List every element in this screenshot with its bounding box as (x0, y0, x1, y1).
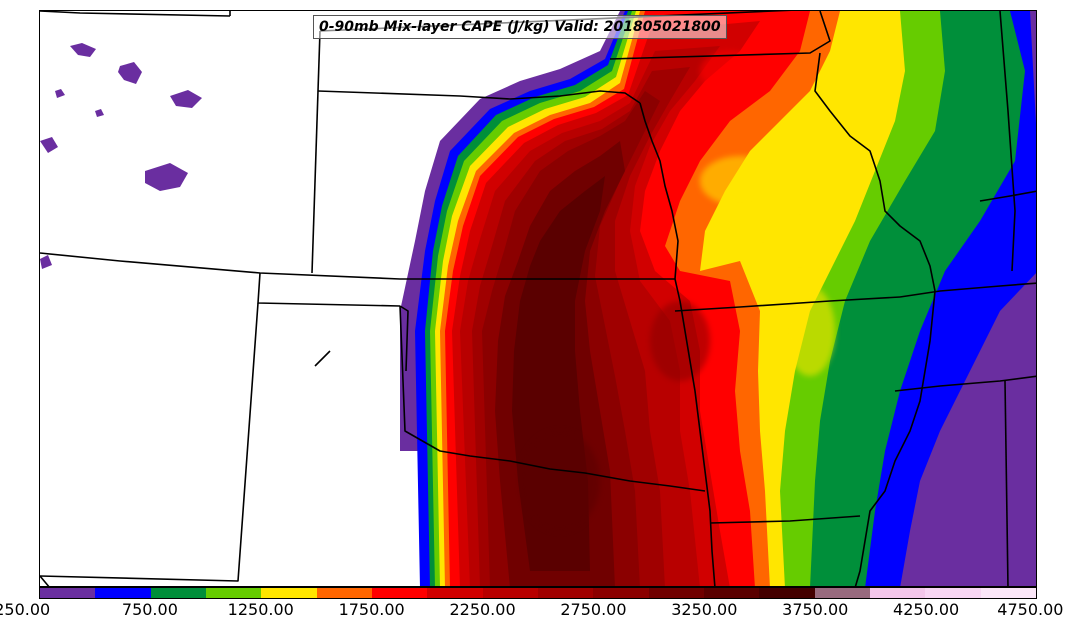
colorbar-swatch (648, 588, 704, 598)
boundary-sd-ne (317, 90, 641, 104)
boundary-ks-ok (399, 305, 706, 492)
boundary-il-in (999, 11, 1016, 272)
boundary-nm-tx (40, 575, 50, 586)
map-title: 0-90mb Mix-layer CAPE (J/kg) Valid: 2018… (313, 15, 727, 39)
colorbar-swatch (40, 588, 96, 598)
lake-glyph (314, 350, 331, 367)
colorbar-swatch (95, 588, 151, 598)
colorbar-tick-label: 4250.00 (893, 600, 960, 619)
boundary-iowa-mn (609, 11, 831, 60)
colorbar-swatch (703, 588, 760, 598)
boundary-mississippi (814, 52, 936, 586)
colorbar-swatch (869, 588, 926, 598)
cape-shaded-field (40, 11, 1036, 586)
colorbar-tick-label: 1250.00 (227, 600, 294, 619)
boundary-mo-ks (674, 296, 901, 312)
boundary-montana-wyoming (40, 11, 231, 17)
colorbar-swatch (482, 588, 538, 598)
boundary-ut-co (40, 302, 259, 582)
colorbar-tick-label: 3750.00 (782, 600, 849, 619)
boundary-sd-west (317, 30, 321, 92)
colorbar-swatch (371, 588, 428, 598)
cape-texture (520, 51, 835, 531)
boundary-ky-tn (979, 190, 1036, 202)
cape-patches-northwest (40, 43, 202, 269)
boundary-mo-ar (709, 515, 861, 524)
cape-map (40, 11, 1036, 586)
colorbar-swatch (205, 588, 262, 598)
colorbar-swatch (427, 588, 483, 598)
colorbar-swatch (150, 588, 206, 598)
colorbar-tick-label: 4750.00 (997, 600, 1064, 619)
colorbar-swatch (316, 588, 372, 598)
colorbar-swatch (593, 588, 649, 598)
state-boundaries (40, 11, 1036, 586)
colorbar-swatch (980, 588, 1036, 598)
colorbar-swatch (925, 588, 981, 598)
colorbar-tick-label: 1750.00 (338, 600, 405, 619)
map-plot-area (39, 10, 1037, 587)
boundary-missouri-river (639, 102, 679, 280)
colorbar (39, 587, 1037, 599)
colorbar-tick-label: 2750.00 (560, 600, 627, 619)
boundary-ar-east (899, 282, 1036, 298)
colorbar-tick-label: 3250.00 (671, 600, 738, 619)
boundary-wyoming-nebraska (311, 90, 319, 274)
boundary-al-ms (1004, 380, 1009, 586)
colorbar-tick-label: 250.00 (0, 600, 51, 619)
colorbar-tick-label: 2250.00 (449, 600, 516, 619)
colorbar-tick-labels: 250.00 750.00 1250.00 1750.00 2250.00 2750.00… (0, 600, 1081, 626)
colorbar-swatch (537, 588, 594, 598)
boundary-texas-panhandle (399, 305, 409, 372)
colorbar-swatch (261, 588, 317, 598)
colorbar-swatch (814, 588, 870, 598)
boundary-co-ne (40, 252, 675, 280)
boundary-tn-al (894, 375, 1036, 392)
boundary-ks-east (674, 278, 716, 586)
colorbar-tick-label: 750.00 (121, 600, 178, 619)
colorbar-swatch (759, 588, 815, 598)
